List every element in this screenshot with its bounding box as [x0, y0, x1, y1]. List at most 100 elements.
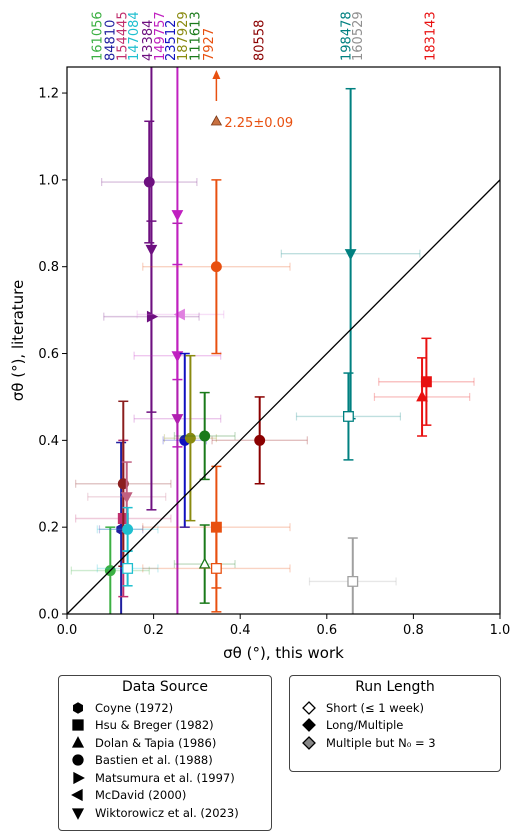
- legend-marker-shape: [73, 771, 85, 784]
- star-label: 23512: [164, 20, 179, 61]
- axis-ticks: 0.0 0.2 0.4 0.6 0.8 1.0 0.0 0.2 0.4 0.6 0.8 1.0 1.2: [38, 87, 510, 638]
- star-label: 154445: [115, 11, 130, 61]
- star-label: 161056: [90, 11, 105, 61]
- legend-run-length-items: Short (≤ 1 week) Long/Multiple Multiple bu…: [290, 699, 500, 752]
- y-axis-label: σθ (°), literature: [9, 280, 27, 401]
- legend-source-label: Coyne (1972): [95, 700, 174, 715]
- star-label: 198478: [339, 11, 354, 61]
- data-point-149757: [171, 67, 184, 381]
- star-label: 147084: [127, 11, 142, 61]
- legend-marker-shape: [72, 719, 84, 731]
- offscale-marker: [210, 115, 223, 126]
- legend-run-length-title: Run Length: [355, 679, 435, 695]
- legend-source-label: Hsu & Breger (1982): [95, 718, 214, 733]
- data-point-43384: [145, 67, 158, 511]
- y-tick-label: 0.2: [38, 521, 59, 536]
- legend-diamond-shape: [302, 718, 316, 733]
- y-tick-label: 0.6: [38, 347, 59, 362]
- star-label: 187929: [176, 11, 191, 61]
- legend-marker-shape: [71, 789, 83, 802]
- legend-marker-shape: [73, 701, 83, 714]
- data-points-layer: [70, 67, 475, 614]
- data-point-marker: [254, 434, 266, 446]
- legend-diamond-shape: [302, 700, 316, 715]
- legend-run-length-item: Short (≤ 1 week): [290, 699, 500, 717]
- data-point-marker: [416, 390, 428, 402]
- data-point-84810: [98, 441, 144, 614]
- data-point-7927: [142, 179, 291, 355]
- x-tick-label: 0.6: [316, 623, 337, 638]
- legend-data-source-title: Data Source: [122, 679, 208, 695]
- legend-source-item: Bastien et al. (1988): [59, 752, 271, 770]
- data-point-43384: [101, 120, 198, 244]
- legend-run-length-label: Long/Multiple: [326, 718, 404, 733]
- star-label: 7927: [202, 28, 217, 61]
- data-point-marker: [344, 249, 357, 261]
- data-point-marker: [347, 575, 359, 587]
- legend-source-item: Coyne (1972): [59, 699, 271, 717]
- legend-run-length-item: Multiple but N₀ = 3: [290, 734, 500, 752]
- chart-canvas: 0.0 0.2 0.4 0.6 0.8 1.00.00.20.40.60.81.01.2 …: [9, 11, 510, 662]
- data-point-149757: [136, 308, 225, 321]
- y-tick-label: 0.0: [38, 608, 59, 623]
- legend-diamond-open: [302, 700, 316, 715]
- legend-run-length: Run Length Short (≤ 1 week) Long/Multiple…: [289, 675, 501, 772]
- offscale-arrow-head: [212, 70, 221, 79]
- legend-source-label: Bastien et al. (1988): [95, 753, 213, 768]
- data-point-183143: [378, 337, 475, 426]
- x-tick-label: 0.2: [143, 623, 164, 638]
- data-point-marker: [199, 430, 211, 442]
- legend-source-label: Dolan & Tapia (1986): [95, 735, 217, 750]
- legend-run-length-label: Short (≤ 1 week): [326, 700, 424, 715]
- data-point-154445: [75, 400, 172, 567]
- data-point-marker: [117, 478, 129, 490]
- offscale-value-label: 2.25±0.09: [224, 116, 293, 131]
- data-point-183143: [373, 357, 471, 437]
- legend-data-source: Data Source Coyne (1972) Hsu & Breger (19…: [58, 675, 272, 831]
- data-point-147084: [96, 506, 159, 552]
- legend-data-source-items: Coyne (1972) Hsu & Breger (1982) Dolan & T…: [59, 699, 271, 822]
- legend-source-label: Wiktorowicz et al. (2023): [95, 805, 239, 820]
- star-label: 149757: [153, 11, 168, 61]
- data-point-160529: [308, 537, 397, 614]
- star-label: 80558: [253, 20, 268, 61]
- legend-diamond-grey: [302, 735, 316, 750]
- data-point-111613: [173, 391, 236, 481]
- plot-area-frame: [66, 66, 501, 615]
- data-point-marker: [143, 176, 155, 188]
- legend-marker-hexagon: [73, 701, 83, 714]
- legend-marker-triangle-up: [71, 735, 85, 748]
- star-label: 160529: [351, 11, 366, 61]
- x-tick-label: 0.0: [57, 623, 78, 638]
- data-point-marker: [122, 562, 134, 574]
- data-point-marker: [171, 414, 184, 426]
- legend-marker-circle: [72, 754, 84, 766]
- y-tick-label: 0.4: [38, 434, 59, 449]
- data-point-marker: [210, 562, 222, 574]
- data-point-marker: [171, 210, 184, 222]
- legend-source-item: Matsumura et al. (1997): [59, 769, 271, 787]
- star-label: 111613: [189, 11, 204, 61]
- legend-source-label: Matsumura et al. (1997): [95, 770, 235, 785]
- legend-marker-triangle-left: [71, 789, 83, 802]
- legend-run-length-label: Multiple but N₀ = 3: [326, 735, 436, 750]
- y-tick-label: 1.2: [38, 87, 59, 102]
- legend-source-item: Wiktorowicz et al. (2023): [59, 804, 271, 822]
- offscale-annotation: 2.25±0.09: [210, 70, 293, 131]
- x-tick-label: 0.4: [230, 623, 251, 638]
- legend-marker-triangle-right: [73, 771, 85, 784]
- legend-source-label: McDavid (2000): [95, 788, 187, 803]
- data-point-198478: [295, 372, 402, 461]
- data-point-80558: [211, 396, 308, 485]
- star-label: 84810: [103, 20, 118, 61]
- legend-source-item: McDavid (2000): [59, 787, 271, 805]
- legend-run-length-item: Long/Multiple: [290, 717, 500, 735]
- x-tick-label: 1.0: [490, 623, 511, 638]
- y-tick-label: 0.8: [38, 260, 59, 275]
- data-point-147084: [96, 550, 159, 587]
- data-point-23512: [162, 352, 208, 528]
- one-to-one-line: [66, 179, 501, 615]
- data-point-111613: [173, 524, 236, 604]
- data-point-marker: [210, 261, 222, 273]
- data-point-marker: [343, 411, 354, 422]
